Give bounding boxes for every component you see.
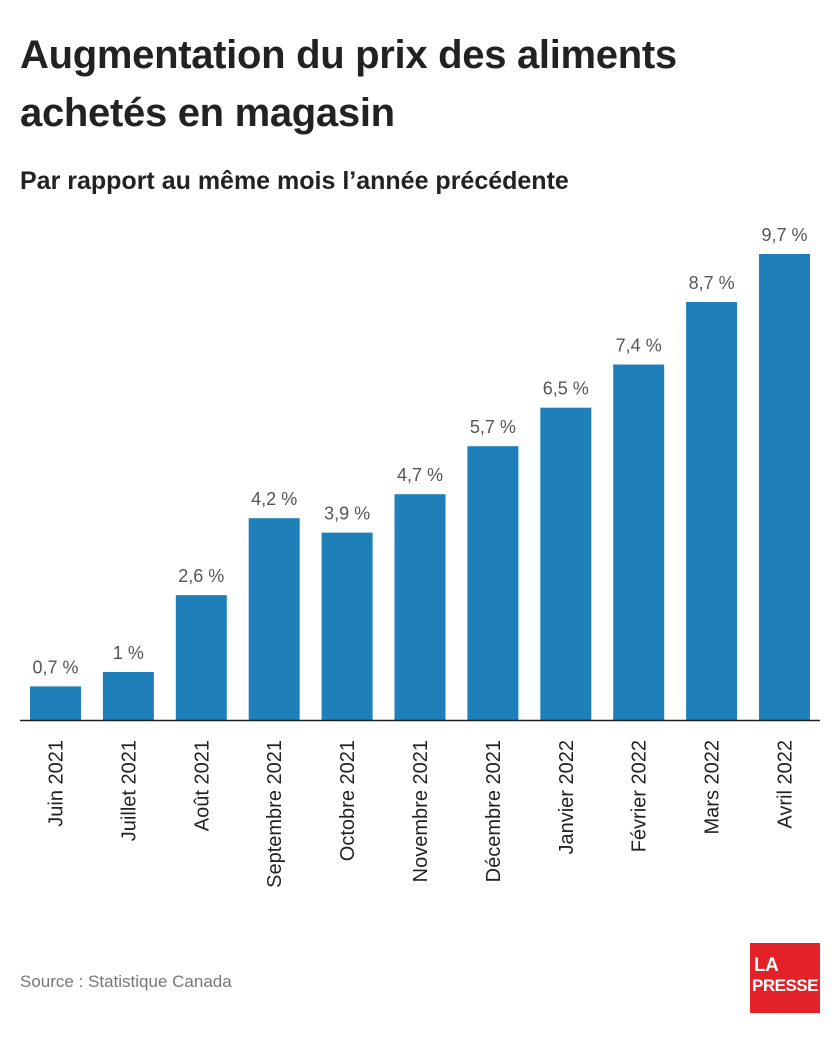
bar-value-label: 9,7 % (761, 225, 807, 245)
source-note: Source : Statistique Canada (20, 972, 232, 991)
bar (30, 686, 81, 720)
bar-value-label: 6,5 % (543, 379, 589, 399)
bar (321, 532, 373, 720)
bar (394, 494, 446, 720)
bar-value-label: 3,9 % (324, 504, 370, 524)
x-tick-label: Octobre 2021 (337, 740, 359, 861)
x-tick-label: Décembre 2021 (483, 740, 505, 882)
x-tick-label: Août 2021 (191, 740, 213, 831)
bar (759, 254, 810, 720)
x-tick-label: Mars 2022 (702, 740, 724, 835)
x-tick-label: Février 2022 (629, 740, 651, 852)
bar-value-label: 8,7 % (689, 273, 735, 293)
x-tick-label: Janvier 2022 (556, 740, 578, 855)
bar-value-label: 4,7 % (397, 465, 443, 485)
bar-value-label: 5,7 % (470, 417, 516, 437)
bars-group (30, 254, 810, 720)
value-labels-group: 0,7 % 1 % 2,6 % 4,2 % 3,9 % 4,7 % 5,7 % 6,5 % 7,… (32, 225, 807, 677)
x-tick-label: Juillet 2021 (118, 740, 140, 841)
bar (102, 672, 154, 720)
x-tick-label: Juin 2021 (46, 740, 68, 827)
x-tick-label: Septembre 2021 (264, 740, 286, 888)
bar (540, 407, 592, 720)
bar-value-label: 1 % (113, 643, 144, 663)
logo-line-1: LA (754, 955, 779, 976)
x-tick-label: Avril 2022 (775, 740, 797, 829)
bar-value-label: 4,2 % (251, 489, 297, 509)
bar (686, 302, 738, 720)
chart-subtitle: Par rapport au même mois l’année précéde… (20, 167, 569, 195)
bar (248, 518, 300, 720)
bar-chart: 0,7 % 1 % 2,6 % 4,2 % 3,9 % 4,7 % 5,7 % 6,5 % 7,… (20, 225, 820, 888)
bar (175, 595, 227, 720)
chart-title: Augmentation du prix des aliments acheté… (20, 33, 677, 135)
bar (613, 364, 665, 720)
logo-line-2: PRESSE (752, 976, 818, 995)
bar-value-label: 0,7 % (32, 657, 78, 677)
la-presse-logo: LA PRESSE (750, 943, 820, 1013)
x-axis-tick-labels: Juin 2021 Juillet 2021 Août 2021 Septembre … (46, 740, 797, 888)
bar (467, 446, 519, 720)
bar-value-label: 2,6 % (178, 566, 224, 586)
x-tick-label: Novembre 2021 (410, 740, 432, 882)
bar-value-label: 7,4 % (616, 336, 662, 356)
